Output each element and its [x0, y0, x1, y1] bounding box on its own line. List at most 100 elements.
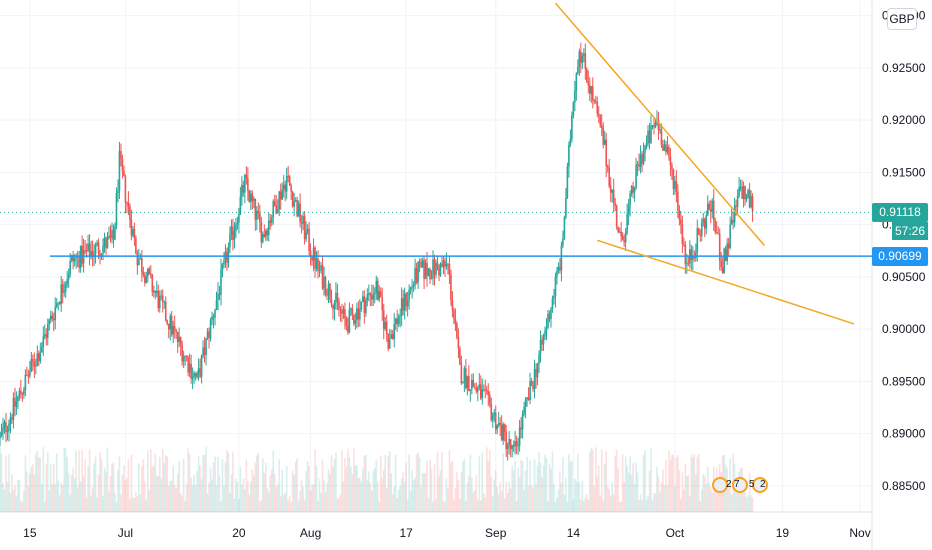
currency-button[interactable]: GBP: [887, 8, 917, 30]
volume-bar: [681, 472, 684, 512]
volume-bar: [638, 500, 640, 512]
volume-bar: [87, 465, 89, 512]
candle-body: [677, 191, 679, 211]
bar-countdown-label: 57:26: [892, 222, 928, 241]
volume-bar: [8, 454, 10, 512]
volume-bar: [32, 464, 34, 512]
candle-body: [680, 219, 682, 225]
drawing-lines[interactable]: [0, 2, 872, 325]
volume-bar: [541, 477, 543, 512]
volume-bar: [197, 455, 200, 512]
volume-bar: [347, 448, 349, 512]
event-count: 7: [734, 479, 740, 490]
candle-body: [732, 219, 734, 223]
candle-body: [420, 261, 422, 268]
volume-bar: [75, 450, 77, 512]
candle-body: [580, 51, 582, 63]
candle-body: [568, 145, 570, 167]
candle-body: [717, 233, 720, 235]
volume-bar: [469, 454, 472, 512]
volume-bar: [432, 501, 434, 512]
trendline[interactable]: [597, 239, 855, 325]
volume-bar: [67, 473, 70, 512]
candle-body: [657, 120, 660, 131]
volume-bar: [273, 473, 276, 512]
candle-body: [450, 274, 452, 300]
candle-body: [124, 176, 127, 203]
candle-body: [151, 274, 154, 292]
candle-body: [39, 352, 42, 362]
candle-body: [432, 259, 434, 278]
candle-body: [8, 423, 10, 431]
economic-events[interactable]: [712, 477, 768, 493]
volume-bar: [424, 473, 427, 512]
candle-body: [635, 165, 637, 188]
volume-bar: [259, 501, 261, 512]
candle-body: [303, 216, 306, 240]
volume-bar: [78, 450, 80, 512]
uk-flag-icon[interactable]: [712, 477, 728, 493]
volume-bar: [372, 470, 375, 512]
volume-bar: [232, 451, 234, 512]
volume-bar: [635, 462, 637, 512]
volume-bar: [686, 475, 688, 512]
volume-bar: [591, 449, 594, 512]
candle-body: [614, 203, 616, 206]
volume-bar: [475, 475, 478, 512]
candle-body: [109, 235, 112, 238]
candle-body: [269, 220, 272, 223]
candle-body: [747, 189, 749, 197]
volume-bar: [463, 459, 466, 512]
candle-body: [306, 228, 309, 232]
volume-bar: [384, 454, 387, 512]
volume-bar: [61, 484, 64, 512]
candle-body: [60, 284, 63, 304]
candle-body: [645, 143, 648, 146]
candle-body: [638, 164, 640, 167]
candle-body: [521, 413, 524, 430]
candle-body: [379, 291, 382, 298]
volume-bar: [160, 478, 163, 512]
volume-bar: [627, 472, 630, 512]
candle-body: [551, 298, 554, 309]
candle-body: [618, 231, 621, 233]
time-axis[interactable]: 15 Jul 20 Aug 17 Sep 14 Oct 19 Nov: [23, 526, 871, 540]
candle-body: [311, 255, 313, 261]
volume-bar: [706, 466, 709, 512]
candle-body: [58, 302, 61, 304]
uk-flag-icon[interactable]: [732, 477, 748, 493]
trendline[interactable]: [554, 2, 766, 247]
candle-body: [715, 232, 718, 234]
candle-body: [632, 186, 634, 193]
volume-bar: [20, 500, 22, 512]
volume-bar: [618, 501, 621, 512]
volume-bar: [312, 484, 315, 512]
volume-bar: [385, 488, 388, 512]
candle-body: [720, 260, 722, 268]
volume-bar: [314, 449, 316, 512]
volume-bar: [152, 466, 155, 512]
candle-body: [170, 315, 173, 335]
candle-body: [67, 274, 70, 280]
candle-body: [530, 381, 533, 386]
y-tick-label: 0.92000: [882, 113, 926, 127]
candle-body: [276, 209, 279, 214]
candle-body: [393, 323, 395, 339]
candle-body: [602, 127, 605, 145]
volume-bar: [155, 475, 158, 512]
volume-bar: [481, 452, 484, 512]
horizontal-line-label[interactable]: 0.90699: [872, 246, 928, 266]
candle-body: [642, 152, 645, 164]
volume-bar: [629, 456, 631, 512]
volume-bar: [64, 448, 67, 512]
volume-bar: [109, 476, 112, 512]
uk-flag-icon[interactable]: [752, 477, 768, 493]
candle-body: [703, 218, 706, 229]
volume-bar: [662, 469, 664, 512]
volume-bar: [606, 486, 609, 512]
volume-bar: [545, 458, 548, 512]
volume-bar: [577, 453, 579, 512]
candle-body: [318, 270, 321, 272]
